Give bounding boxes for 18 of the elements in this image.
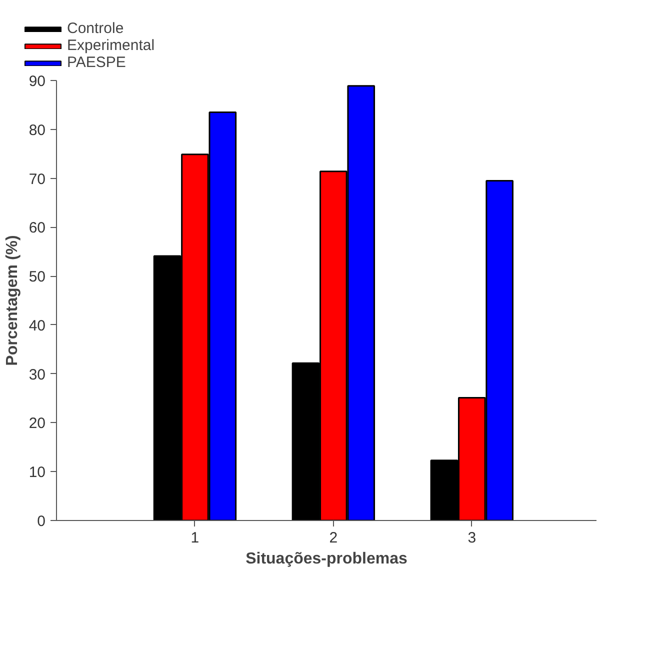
x-axis-title: Situações-problemas: [246, 550, 408, 568]
legend-label: Controle: [67, 20, 124, 37]
y-tick-label: 60: [28, 220, 46, 237]
y-tick-label: 80: [28, 122, 46, 139]
legend-label: PAESPE: [67, 54, 126, 71]
y-tick-label: 50: [28, 268, 46, 286]
y-tick-label: 40: [28, 317, 46, 334]
y-tick-label: 30: [28, 366, 46, 384]
y-tick-label: 90: [28, 73, 46, 90]
y-tick-label: 70: [28, 170, 46, 188]
legend-label: Experimental: [67, 37, 155, 54]
y-tick-label: 20: [28, 415, 46, 432]
y-tick-label: 0: [37, 513, 46, 530]
y-axis-title: Porcentagem (%): [4, 235, 21, 366]
x-tick-label: 2: [329, 530, 338, 546]
y-tick-label: 10: [28, 464, 46, 482]
x-tick-label: 1: [190, 530, 200, 546]
x-tick-label: 3: [468, 530, 476, 546]
